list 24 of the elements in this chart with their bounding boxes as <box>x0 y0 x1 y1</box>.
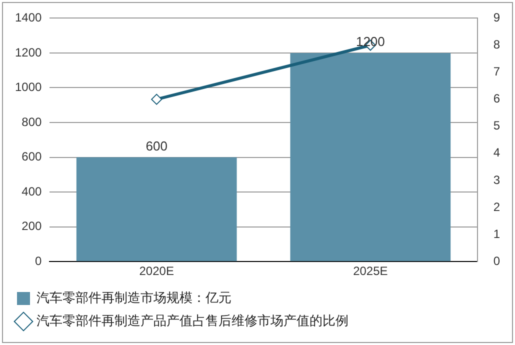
y-tick-label: 200 <box>22 219 42 234</box>
y2-tick-label: 4 <box>493 146 500 160</box>
y2-tick-label: 1 <box>493 226 500 241</box>
y-tick-label: 1000 <box>14 80 42 94</box>
y-tick-label: 600 <box>22 150 42 164</box>
y2-tick-label: 2 <box>493 200 500 214</box>
y-tick-label: 1400 <box>14 10 42 25</box>
x-tick-label: 2020E <box>139 264 174 278</box>
y-tick-label: 0 <box>35 254 42 268</box>
x-tick-label: 2025E <box>353 264 388 278</box>
y2-tick-label: 5 <box>493 118 500 133</box>
y2-tick-label: 8 <box>493 38 500 52</box>
y-tick-label: 1200 <box>14 45 42 60</box>
legend-label: 汽车零部件再制造市场规模：亿元 <box>36 290 232 306</box>
y2-tick-label: 9 <box>493 10 500 25</box>
y2-tick-label: 0 <box>493 254 500 268</box>
y2-tick-label: 3 <box>493 172 500 187</box>
y-tick-label: 400 <box>22 184 42 198</box>
y2-tick-label: 6 <box>493 92 500 106</box>
data-label: 1200 <box>356 34 385 50</box>
data-label: 600 <box>146 138 168 154</box>
y2-tick-label: 7 <box>493 64 500 79</box>
y-tick-label: 800 <box>22 114 42 129</box>
legend-label: 汽车零部件再制造产品产值占售后维修市场产值的比例 <box>36 313 348 328</box>
